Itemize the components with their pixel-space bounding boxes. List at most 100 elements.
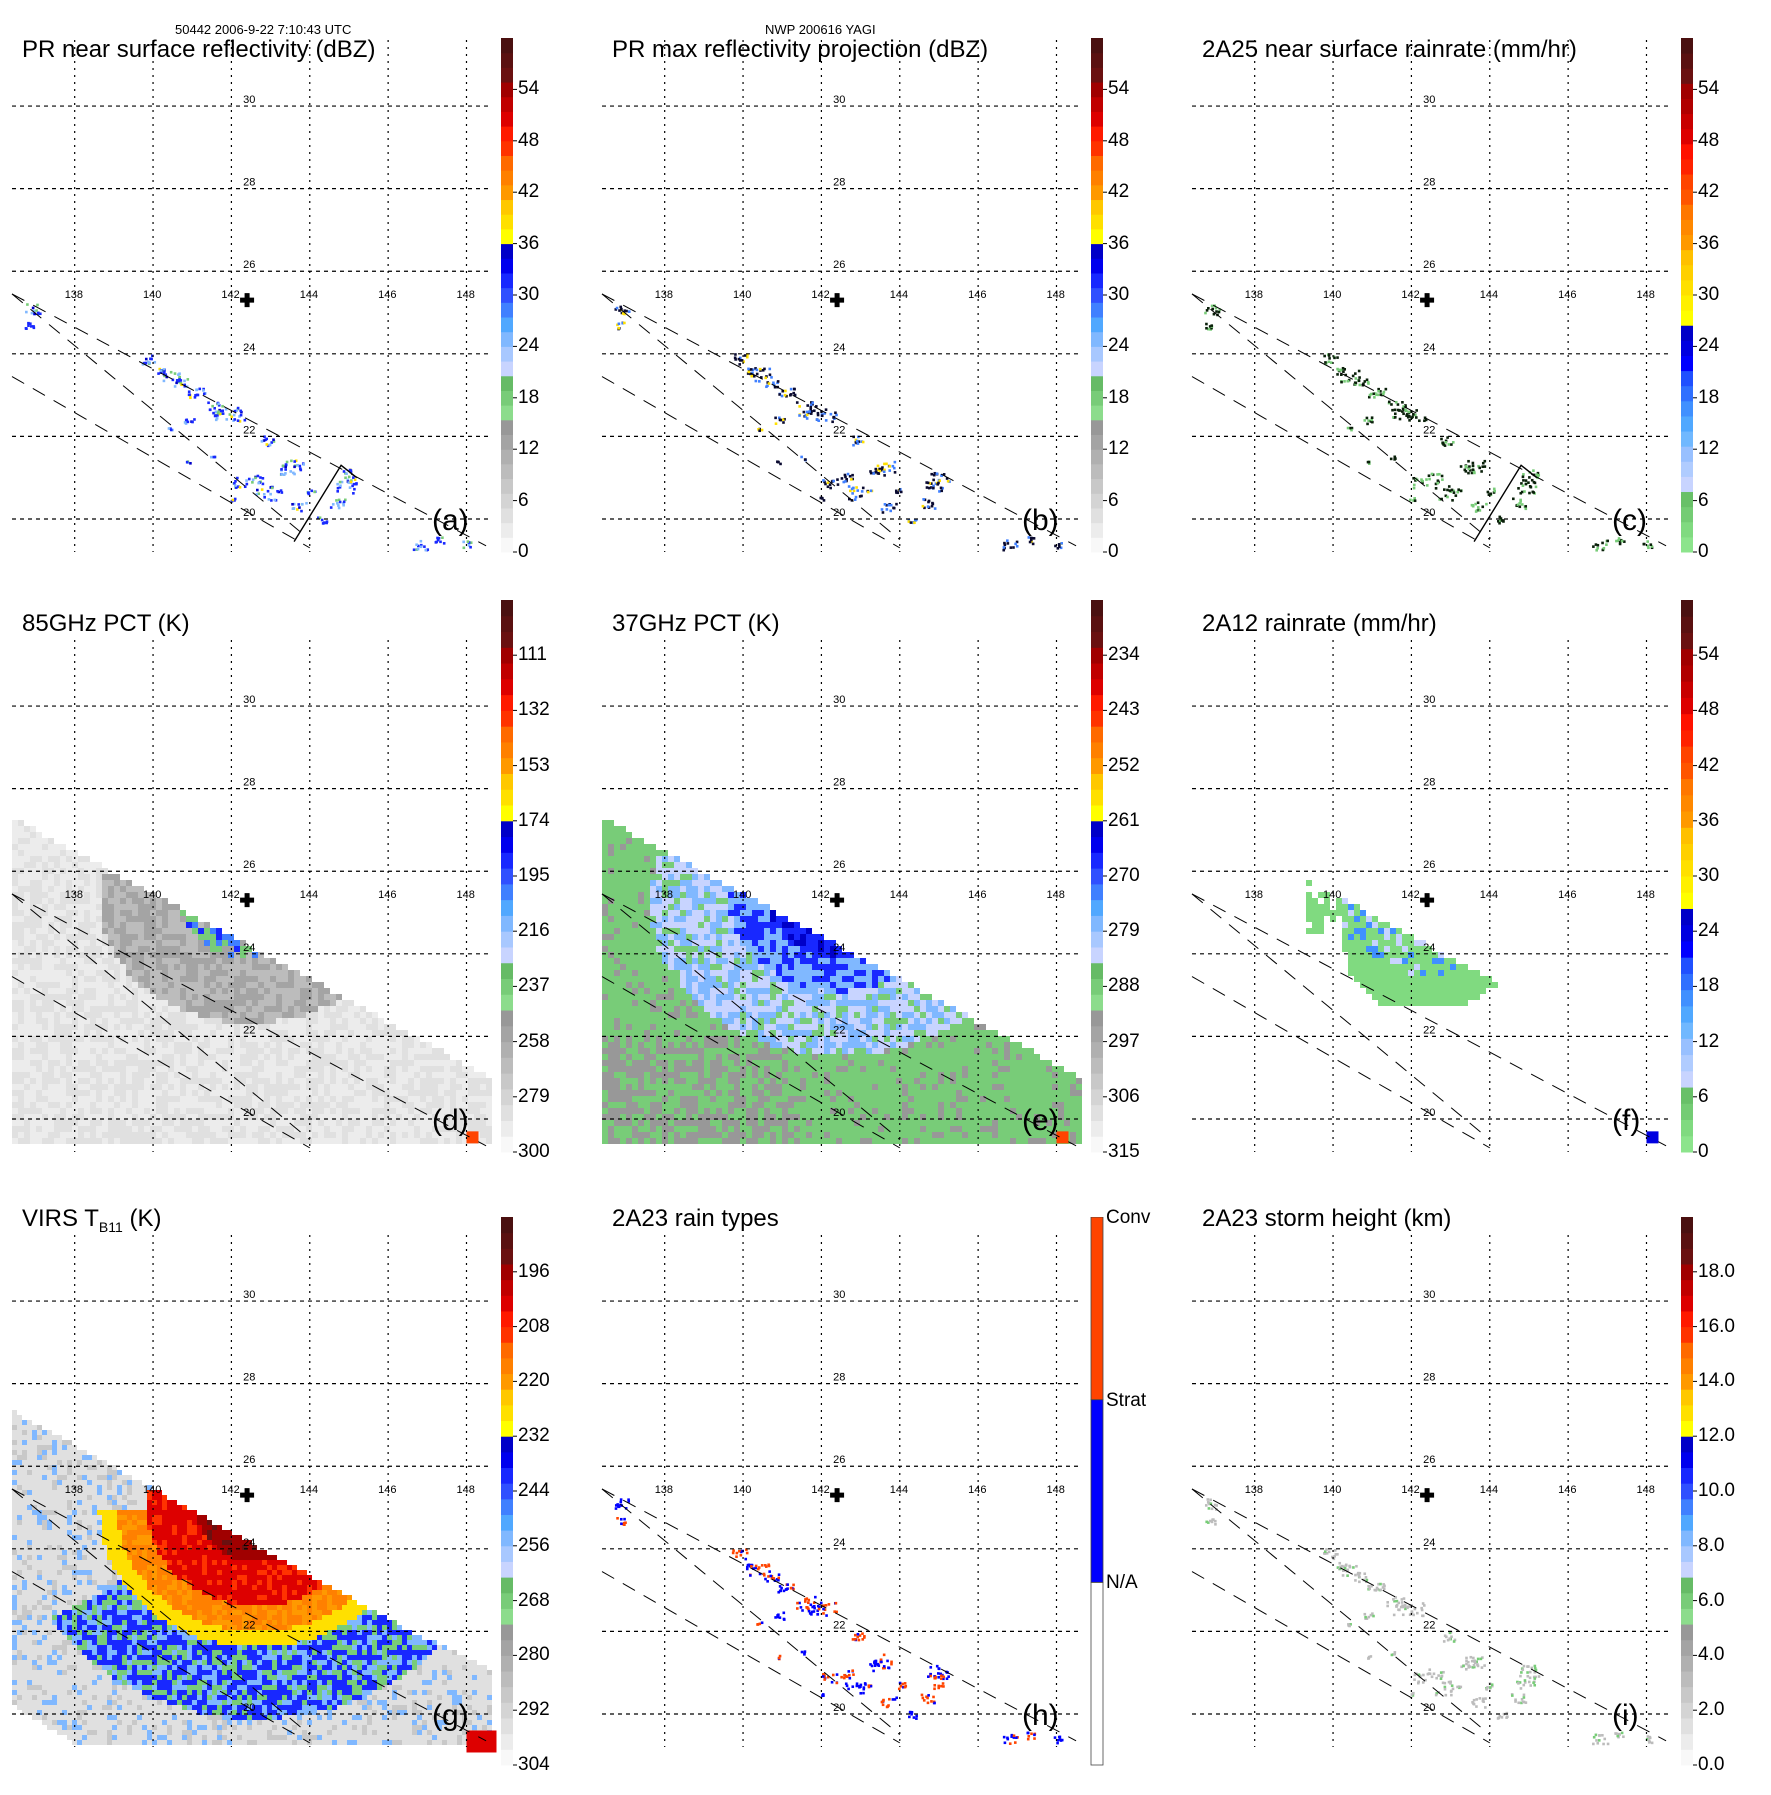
field-cell: [216, 940, 222, 946]
field-cell: [126, 1066, 132, 1072]
field-cell: [156, 1054, 162, 1060]
field-cell: [174, 982, 180, 988]
field-cell: [644, 910, 650, 916]
field-cell: [372, 1030, 378, 1036]
field-cell: [132, 1120, 138, 1126]
field-cell: [66, 1078, 72, 1084]
data-pixel: [1512, 498, 1515, 501]
field-cell: [138, 934, 144, 940]
field-cell: [12, 826, 18, 832]
field-cell: [270, 1024, 276, 1030]
field-cell: [138, 1018, 144, 1024]
field-cell: [138, 982, 144, 988]
field-cell: [168, 1000, 174, 1006]
colorbar-band: [501, 1136, 513, 1152]
field-cell: [156, 934, 162, 940]
field-cell: [204, 970, 210, 976]
data-pixel: [1205, 327, 1208, 330]
field-cell: [432, 1090, 438, 1096]
field-cell: [698, 916, 704, 922]
field-cell: [12, 898, 18, 904]
field-cell: [198, 1132, 204, 1138]
field-cell: [180, 1132, 186, 1138]
colorbar-band: [501, 837, 513, 853]
field-cell: [162, 1138, 168, 1144]
field-cell: [360, 1120, 366, 1126]
field-cell: [632, 1042, 638, 1048]
lon-tick-label: 148: [1046, 289, 1064, 301]
field-cell: [704, 958, 710, 964]
field-cell: [168, 1102, 174, 1108]
field-cell: [252, 1126, 258, 1132]
field-cell: [486, 1126, 492, 1132]
field-cell: [78, 916, 84, 922]
field-cell: [722, 904, 728, 910]
field-cell: [174, 1096, 180, 1102]
field-cell: [186, 1126, 192, 1132]
data-pixel: [345, 472, 348, 475]
field-cell: [282, 976, 288, 982]
field-cell: [282, 1024, 288, 1030]
data-pixel: [884, 503, 887, 506]
field-cell: [306, 1126, 312, 1132]
field-cell: [258, 1084, 264, 1090]
field-cell: [192, 928, 198, 934]
field-cell: [90, 1102, 96, 1108]
field-cell: [12, 988, 18, 994]
field-cell: [722, 1006, 728, 1012]
field-cell: [294, 1072, 300, 1078]
field-cell: [102, 910, 108, 916]
field-cell: [614, 970, 620, 976]
field-cell: [78, 982, 84, 988]
data-pixel: [263, 493, 266, 496]
field-cell: [632, 1048, 638, 1054]
field-cell: [246, 1096, 252, 1102]
field-cell: [360, 1096, 366, 1102]
field-cell: [456, 1090, 462, 1096]
field-cell: [704, 1126, 710, 1132]
field-cell: [704, 982, 710, 988]
field-cell: [438, 1066, 444, 1072]
field-cell: [258, 964, 264, 970]
field-cell: [620, 1030, 626, 1036]
field-cell: [632, 880, 638, 886]
data-pixel: [1336, 373, 1339, 376]
field-cell: [692, 1108, 698, 1114]
field-cell: [408, 1138, 414, 1144]
field-cell: [198, 976, 204, 982]
field-cell: [698, 874, 704, 880]
data-pixel: [758, 380, 761, 383]
data-pixel: [274, 499, 277, 502]
colorbar-band: [501, 185, 513, 200]
lon-tick-label: 146: [1558, 289, 1576, 301]
field-cell: [114, 1126, 120, 1132]
field-cell: [620, 892, 626, 898]
lat-tick-label: 28: [833, 177, 845, 189]
colorbar-band: [1681, 98, 1693, 114]
field-cell: [620, 1060, 626, 1066]
field-cell: [420, 1102, 426, 1108]
field-cell: [486, 1096, 492, 1102]
field-cell: [126, 910, 132, 916]
data-pixel: [1399, 418, 1402, 421]
field-cell: [414, 1072, 420, 1078]
field-cell: [626, 1018, 632, 1024]
field-cell: [420, 1084, 426, 1090]
field-cell: [668, 946, 674, 952]
field-cell: [638, 886, 644, 892]
field-cell: [12, 970, 18, 976]
field-cell: [456, 1084, 462, 1090]
field-cell: [282, 1138, 288, 1144]
field-cell: [222, 970, 228, 976]
field-cell: [602, 820, 608, 826]
field-cell: [36, 922, 42, 928]
field-cell: [54, 964, 60, 970]
field-cell: [198, 1024, 204, 1030]
field-cell: [30, 922, 36, 928]
field-cell: [686, 994, 692, 1000]
field-cell: [186, 958, 192, 964]
field-cell: [30, 970, 36, 976]
field-cell: [680, 970, 686, 976]
field-cell: [276, 1126, 282, 1132]
data-pixel: [850, 478, 853, 481]
